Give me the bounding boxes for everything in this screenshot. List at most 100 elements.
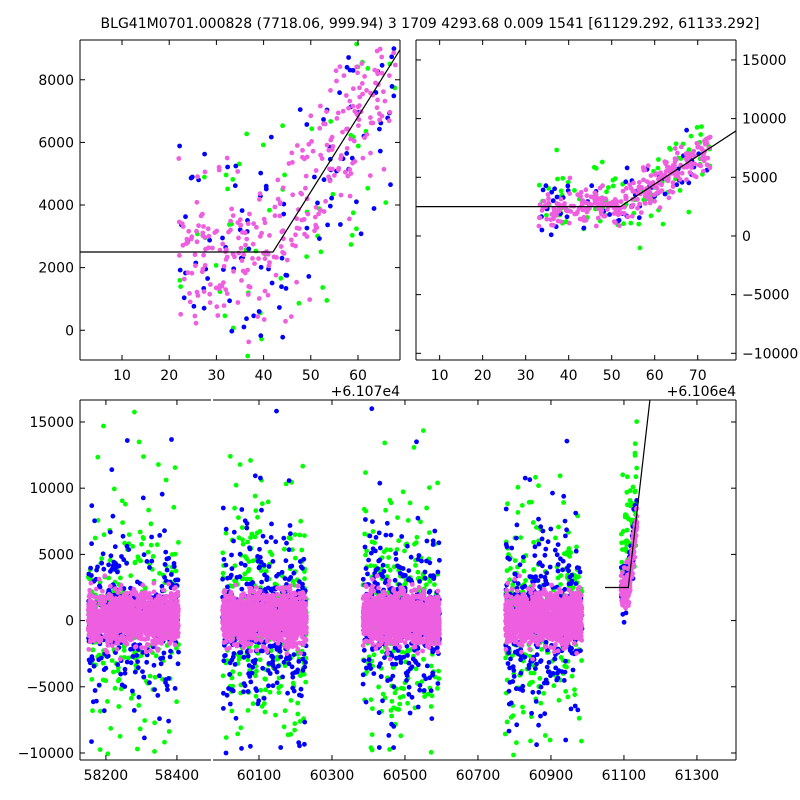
data-point: [227, 701, 233, 707]
data-point: [98, 614, 103, 620]
data-point: [611, 202, 617, 208]
data-point: [344, 151, 350, 156]
data-point: [196, 223, 202, 229]
data-point: [653, 171, 659, 177]
data-point: [543, 183, 549, 189]
data-point: [110, 513, 116, 519]
data-point: [638, 210, 644, 216]
data-point: [89, 541, 94, 547]
data-point: [116, 704, 122, 709]
data-point: [281, 626, 287, 632]
data-point: [102, 573, 108, 579]
data-point: [599, 195, 604, 201]
data-point: [355, 143, 361, 149]
data-point: [141, 454, 146, 459]
data-point: [201, 224, 206, 229]
data-point: [141, 674, 147, 680]
data-point: [96, 657, 102, 663]
data-point: [302, 576, 307, 582]
data-point: [288, 531, 293, 537]
data-point: [306, 141, 312, 147]
data-point: [642, 201, 648, 206]
data-point: [225, 575, 230, 581]
data-point: [383, 200, 389, 206]
data-point: [698, 132, 704, 137]
data-point: [279, 600, 285, 605]
data-point: [241, 645, 247, 650]
data-point: [550, 222, 556, 228]
data-point: [250, 701, 256, 707]
data-point: [258, 638, 264, 643]
data-point: [313, 168, 319, 173]
data-point: [704, 140, 710, 146]
data-point: [186, 228, 192, 234]
data-point: [321, 117, 326, 122]
data-point: [220, 505, 226, 511]
data-point: [360, 91, 365, 97]
data-point: [241, 681, 247, 686]
data-point: [704, 162, 710, 168]
data-point: [578, 189, 584, 195]
data-point: [574, 211, 579, 217]
data-point: [228, 227, 233, 233]
data-point: [267, 689, 273, 695]
data-point: [161, 596, 166, 602]
data-point: [290, 547, 295, 553]
data-point: [95, 454, 101, 460]
data-point: [598, 209, 604, 215]
data-point: [147, 680, 152, 686]
data-point: [324, 298, 330, 303]
data-point: [355, 70, 360, 76]
data-point: [561, 203, 567, 209]
data-point: [135, 613, 141, 618]
data-point: [145, 549, 151, 555]
data-point: [247, 581, 253, 587]
data-point: [636, 221, 642, 227]
data-point: [624, 185, 629, 191]
data-point: [233, 163, 239, 169]
x-offset-label: +6.106e4: [667, 384, 736, 400]
y-tick-label: 0: [65, 323, 74, 339]
data-point: [266, 683, 271, 689]
data-point: [283, 318, 288, 324]
data-point: [318, 249, 324, 255]
data-point: [206, 245, 211, 251]
data-point: [110, 563, 116, 569]
data-point: [284, 651, 290, 656]
x-tick-label: 50: [603, 368, 621, 384]
data-point: [136, 635, 142, 641]
data-point: [164, 567, 170, 573]
data-point: [136, 439, 142, 445]
data-point: [222, 313, 228, 319]
data-point: [108, 726, 114, 731]
data-point: [262, 220, 268, 226]
data-point: [126, 655, 131, 661]
data-point: [239, 746, 244, 751]
data-point: [337, 90, 342, 96]
data-point: [152, 641, 158, 647]
data-point: [348, 132, 354, 138]
data-point: [133, 644, 139, 649]
data-point: [357, 94, 363, 100]
data-point: [96, 682, 102, 688]
data-point: [238, 223, 244, 229]
data-point: [148, 648, 153, 654]
data-point: [274, 631, 280, 637]
data-point: [281, 211, 287, 217]
data-point: [247, 545, 252, 551]
data-point: [321, 209, 327, 214]
data-point: [167, 654, 173, 660]
data-point: [252, 493, 258, 499]
data-point: [612, 197, 618, 202]
data-point: [289, 563, 295, 569]
data-point: [92, 518, 97, 524]
data-point: [292, 727, 297, 733]
data-point: [126, 532, 132, 537]
data-point: [350, 160, 355, 166]
data-point: [160, 615, 166, 621]
data-point: [312, 174, 317, 180]
data-point: [283, 585, 289, 590]
y-tick-label: 10000: [742, 112, 787, 128]
data-point: [300, 147, 305, 153]
data-point: [274, 573, 279, 579]
